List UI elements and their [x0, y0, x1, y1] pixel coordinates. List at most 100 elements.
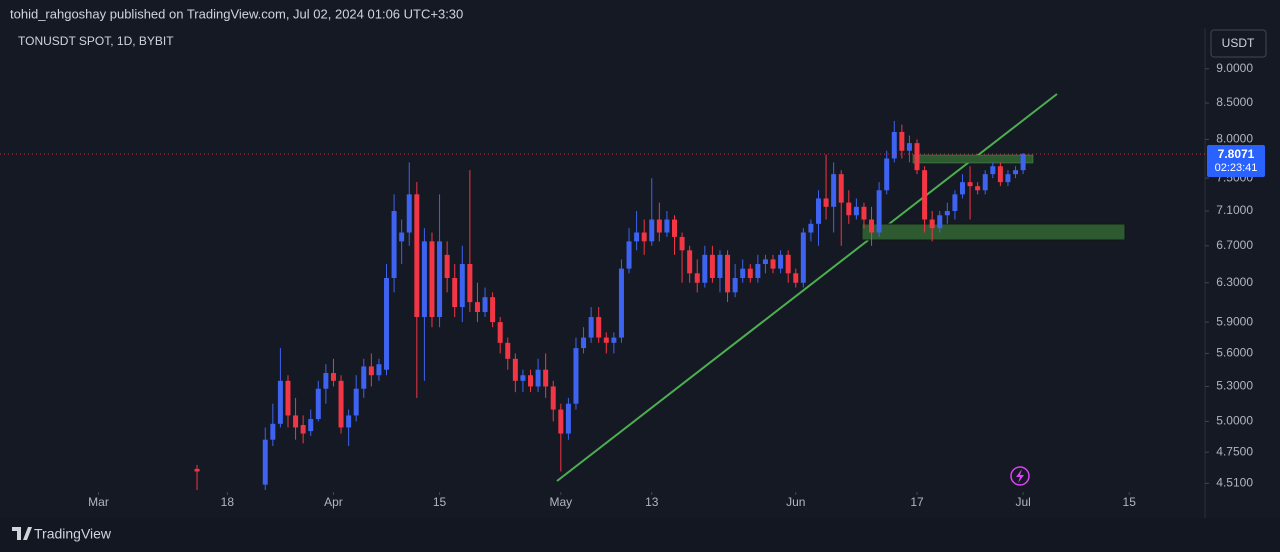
- candle-body: [891, 131, 897, 159]
- candle-body: [906, 143, 912, 151]
- candle-body: [573, 348, 579, 404]
- candle-body: [611, 337, 617, 343]
- candle-body: [391, 211, 397, 279]
- candle-body: [543, 369, 549, 387]
- x-tick-label: Jul: [1015, 495, 1030, 509]
- y-tick-label: 7.1000: [1216, 203, 1253, 217]
- candle-body: [376, 364, 382, 376]
- candle-body: [194, 468, 200, 472]
- candle-body: [482, 297, 488, 313]
- candle-body: [664, 219, 670, 233]
- y-tick-label: 6.3000: [1216, 275, 1253, 289]
- candle-body: [596, 317, 602, 338]
- candle-body: [588, 317, 594, 338]
- candle-body: [778, 254, 784, 269]
- candle-body: [876, 190, 882, 233]
- candle-body: [831, 174, 837, 207]
- candle-body: [520, 375, 526, 381]
- x-tick-label: 17: [910, 495, 924, 509]
- last-price-label: 7.8071: [1218, 147, 1255, 161]
- publish-info: tohid_rahgoshay published on TradingView…: [10, 6, 463, 21]
- x-tick-label: May: [549, 495, 572, 509]
- candle-body: [869, 219, 875, 233]
- candle-body: [384, 278, 390, 370]
- candle-body: [846, 202, 852, 216]
- candle-body: [808, 223, 814, 233]
- candle-body: [497, 322, 503, 343]
- candle-body: [861, 206, 867, 220]
- candle-body: [785, 254, 791, 274]
- candle-body: [421, 241, 427, 318]
- alert-bolt: [1016, 469, 1024, 483]
- y-tick-label: 5.3000: [1216, 379, 1253, 393]
- candle-body: [474, 302, 480, 313]
- candle-body: [899, 131, 905, 151]
- candle-body: [732, 278, 738, 293]
- candle-body: [505, 342, 511, 359]
- x-tick-label: 13: [645, 495, 659, 509]
- candle-body: [975, 186, 981, 191]
- candle-body: [937, 215, 943, 229]
- candle-body: [687, 250, 693, 274]
- currency-label: USDT: [1222, 36, 1255, 50]
- x-tick-label: 18: [221, 495, 235, 509]
- x-tick-label: Jun: [786, 495, 805, 509]
- candle-body: [952, 194, 958, 212]
- candle-body: [823, 198, 829, 207]
- candle-body: [414, 194, 420, 318]
- x-tick-label: 15: [433, 495, 447, 509]
- candle-body: [967, 182, 973, 187]
- candle-body: [618, 268, 624, 338]
- candle-body: [656, 219, 662, 233]
- candle-body: [293, 415, 299, 428]
- candle-body: [512, 358, 518, 381]
- candle-body: [770, 259, 776, 269]
- candle-body: [755, 263, 761, 279]
- candle-body: [323, 373, 329, 389]
- candle-body: [990, 166, 996, 175]
- candle-body: [929, 219, 935, 229]
- candle-body: [459, 263, 465, 308]
- candle-body: [262, 439, 268, 485]
- candle-body: [361, 366, 367, 389]
- bar-countdown: 02:23:41: [1215, 162, 1258, 174]
- candle-body: [725, 254, 731, 293]
- candle-body: [399, 232, 405, 242]
- candle-body: [565, 403, 571, 434]
- candle-body: [922, 170, 928, 220]
- candle-body: [762, 259, 768, 264]
- candle-body: [429, 241, 435, 318]
- support-zone: [861, 223, 1126, 241]
- candle-body: [277, 380, 283, 424]
- y-tick-label: 5.0000: [1216, 414, 1253, 428]
- candle-body: [679, 236, 685, 251]
- candle-body: [346, 415, 352, 428]
- candle-body: [467, 263, 473, 303]
- currency-button[interactable]: [1210, 29, 1267, 58]
- y-tick-label: 5.9000: [1216, 314, 1253, 328]
- x-tick-label: Mar: [88, 495, 109, 509]
- candle-body: [330, 373, 336, 381]
- candle-body: [747, 268, 753, 279]
- y-tick-label: 4.7500: [1216, 444, 1253, 458]
- candle-body: [709, 254, 715, 279]
- candle-body: [914, 143, 920, 171]
- candle-body: [694, 273, 700, 283]
- y-tick-label: 8.0000: [1216, 132, 1253, 146]
- y-tick-label: 6.7000: [1216, 238, 1253, 252]
- candle-body: [1020, 154, 1026, 171]
- y-tick-label: 4.5100: [1216, 475, 1253, 489]
- candle-body: [634, 232, 640, 242]
- candle-body: [671, 219, 677, 237]
- candle-body: [800, 232, 806, 283]
- resistance-zone: [912, 154, 1034, 164]
- candle-body: [581, 337, 587, 349]
- y-tick-label: 8.5000: [1216, 95, 1253, 109]
- candle-body: [452, 278, 458, 308]
- plot: 9.00008.50008.00007.50007.10006.70006.30…: [0, 61, 1265, 509]
- candle-body: [740, 268, 746, 279]
- alert-icon[interactable]: [1010, 466, 1030, 486]
- candle-body: [793, 273, 799, 283]
